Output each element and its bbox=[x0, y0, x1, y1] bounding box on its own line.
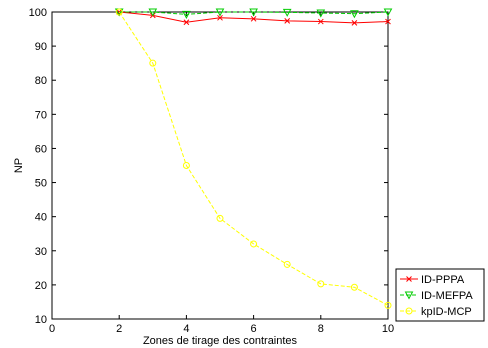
y-tick-label: 80 bbox=[35, 75, 47, 87]
data-point bbox=[282, 8, 292, 17]
y-tick-label: 10 bbox=[35, 314, 47, 326]
data-point bbox=[283, 260, 291, 268]
data-point bbox=[250, 15, 257, 22]
x-tick-label: 4 bbox=[183, 323, 189, 335]
legend-entries: ID-PPPA ID-MEFPA kpID-MCP bbox=[400, 274, 473, 318]
y-tick-label: 90 bbox=[35, 41, 47, 53]
x-tick-label: 8 bbox=[318, 323, 324, 335]
plot-area bbox=[51, 11, 389, 320]
x-tick-label: 10 bbox=[382, 323, 394, 335]
data-point bbox=[317, 280, 325, 288]
data-point bbox=[351, 20, 358, 26]
legend: ID-PPPA ID-MEFPA kpID-MCP bbox=[395, 268, 485, 322]
x-axis-ticks: 0 2 4 6 8 10 bbox=[49, 12, 394, 335]
y-tick-label: 30 bbox=[35, 246, 47, 258]
legend-entry: kpID-MCP bbox=[400, 306, 472, 318]
data-point bbox=[384, 301, 392, 309]
series-line bbox=[118, 11, 389, 306]
data-point bbox=[217, 14, 223, 21]
data-point bbox=[115, 8, 123, 16]
data-point bbox=[216, 214, 224, 222]
legend-label: ID-MEFPA bbox=[421, 290, 473, 302]
data-point bbox=[182, 162, 190, 169]
legend-label: kpID-MCP bbox=[421, 306, 472, 318]
data-point bbox=[182, 10, 191, 19]
data-point bbox=[316, 9, 326, 18]
series-kpID-MCP bbox=[115, 8, 392, 309]
legend-marker bbox=[405, 307, 413, 315]
legend-marker bbox=[406, 276, 412, 282]
data-point bbox=[383, 8, 393, 17]
y-tick-label: 100 bbox=[29, 7, 47, 19]
y-axis-label: NP bbox=[13, 158, 25, 173]
series-layer bbox=[114, 8, 393, 309]
y-tick-label: 70 bbox=[35, 109, 47, 121]
data-point bbox=[215, 8, 225, 17]
x-axis-label: Zones de tirage des contraintes bbox=[143, 335, 298, 347]
y-axis-ticks: 10 20 30 40 50 60 70 80 90 100 bbox=[29, 7, 388, 326]
data-point bbox=[350, 283, 358, 291]
legend-entry: ID-MEFPA bbox=[400, 290, 473, 302]
data-point bbox=[149, 59, 157, 67]
y-tick-label: 40 bbox=[35, 212, 47, 224]
x-tick-label: 6 bbox=[251, 323, 257, 335]
data-point bbox=[148, 8, 158, 17]
x-tick-label: 0 bbox=[49, 323, 55, 335]
data-point bbox=[284, 18, 291, 24]
data-point bbox=[317, 18, 324, 25]
data-point bbox=[385, 18, 391, 25]
series-ID-MEFPA bbox=[114, 8, 393, 19]
data-point bbox=[350, 10, 359, 19]
y-tick-label: 50 bbox=[35, 178, 47, 190]
x-tick-label: 2 bbox=[116, 323, 122, 335]
data-point bbox=[249, 8, 258, 17]
y-tick-label: 20 bbox=[35, 280, 47, 292]
legend-entry: ID-PPPA bbox=[400, 274, 465, 286]
series-line bbox=[119, 11, 389, 15]
y-tick-label: 60 bbox=[35, 143, 47, 155]
series-ID-PPPA bbox=[116, 9, 391, 26]
legend-marker bbox=[404, 291, 414, 300]
data-point bbox=[183, 19, 190, 26]
legend-label: ID-PPPA bbox=[421, 274, 465, 286]
data-point bbox=[250, 240, 258, 248]
